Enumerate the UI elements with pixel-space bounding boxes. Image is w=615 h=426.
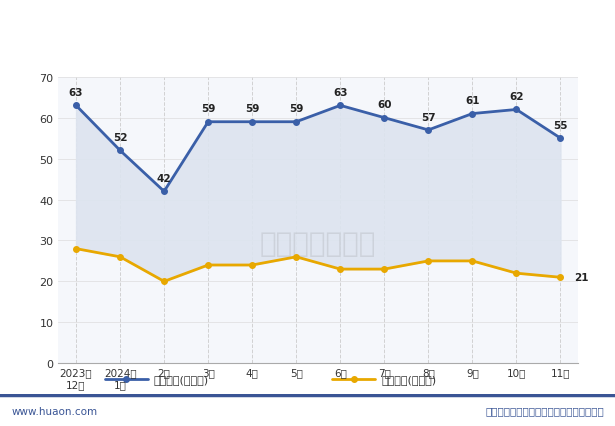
Text: 数据来源：中国海关，华经产业研究院整理: 数据来源：中国海关，华经产业研究院整理 <box>485 406 604 416</box>
Text: 59: 59 <box>289 104 303 114</box>
Text: 52: 52 <box>113 133 127 143</box>
Bar <box>20 6 25 22</box>
Text: 进口总额(亿美元): 进口总额(亿美元) <box>381 374 437 384</box>
Text: 出口总额(亿美元): 出口总额(亿美元) <box>154 374 209 384</box>
Text: 59: 59 <box>201 104 215 114</box>
Text: 21: 21 <box>574 273 589 282</box>
Text: 专业严谨●客观科学: 专业严谨●客观科学 <box>540 13 603 23</box>
Text: 42: 42 <box>157 173 172 184</box>
Text: 55: 55 <box>554 121 568 130</box>
Bar <box>11 6 17 29</box>
Text: 62: 62 <box>509 92 524 102</box>
Text: 57: 57 <box>421 112 435 122</box>
Text: www.huaon.com: www.huaon.com <box>11 406 97 416</box>
Text: 59: 59 <box>245 104 260 114</box>
Text: 华经产业研究院: 华经产业研究院 <box>260 229 376 257</box>
Text: 63: 63 <box>333 88 347 98</box>
Text: 华经情报网: 华经情报网 <box>35 12 70 24</box>
Text: 61: 61 <box>465 96 480 106</box>
Text: 60: 60 <box>377 100 392 110</box>
Text: 63: 63 <box>69 88 83 98</box>
Text: 2023-2024年重庆市商品收发货人所在地进、出口额: 2023-2024年重庆市商品收发货人所在地进、出口额 <box>162 48 453 66</box>
